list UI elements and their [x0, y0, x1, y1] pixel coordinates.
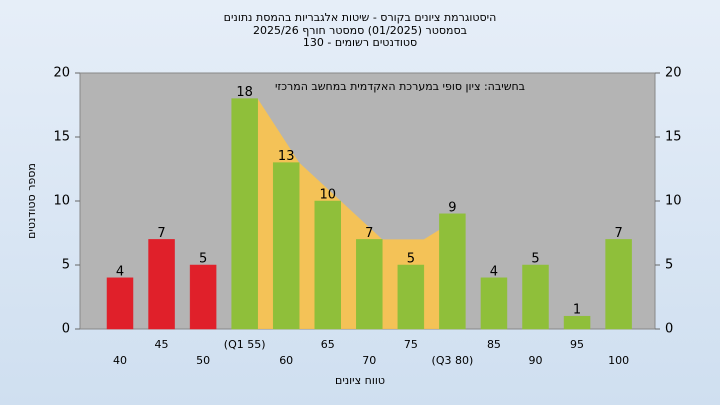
y-tick-label: 0 — [62, 322, 70, 337]
x-tick-label: 65 — [321, 338, 335, 351]
x-tick-label: 70 — [362, 354, 376, 367]
y-tick-label: 5 — [62, 258, 70, 273]
bar — [480, 277, 508, 330]
y-axis-label: מספר סטודנטים — [25, 163, 38, 239]
x-tick-label: 85 — [487, 338, 501, 351]
bar — [314, 200, 341, 330]
x-tick-label: 100 — [608, 354, 629, 367]
data-label: 13 — [278, 149, 295, 164]
bar — [189, 264, 217, 330]
y-tick-label: 10 — [53, 194, 70, 209]
data-label: 18 — [236, 85, 253, 100]
x-axis-label: טווח ציונים — [335, 374, 385, 387]
x-tick-label: 60 — [279, 354, 293, 367]
bar — [563, 315, 591, 330]
bar — [272, 162, 300, 330]
data-label: 1 — [573, 303, 581, 318]
bar — [605, 239, 632, 330]
chart-subtitle: סטודנטים רשומים - 130 — [303, 36, 417, 49]
bar — [148, 239, 175, 330]
x-tick-label: (Q1 55) — [224, 338, 266, 351]
x-tick-label: 75 — [404, 338, 418, 351]
x-tick-label: 90 — [529, 354, 543, 367]
x-tick-label: (Q3 80) — [432, 354, 474, 367]
x-tick-label: 50 — [196, 354, 210, 367]
bar — [439, 213, 466, 330]
x-tick-label: 45 — [155, 338, 169, 351]
data-label: 7 — [614, 226, 622, 241]
bar — [106, 277, 134, 330]
data-label: 5 — [407, 252, 415, 267]
bar — [356, 239, 383, 330]
x-tick-label: 95 — [570, 338, 584, 351]
annotation: בחשיבה: ציון סופי במערכת האקדמית במחשב ה… — [275, 80, 525, 93]
y-tick-label: 20 — [53, 66, 70, 81]
data-label: 5 — [199, 252, 207, 267]
y2-tick-label: 0 — [665, 322, 673, 337]
y2-tick-label: 20 — [665, 66, 682, 81]
bar — [397, 264, 425, 330]
y2-tick-label: 5 — [665, 258, 673, 273]
y2-tick-label: 15 — [665, 130, 682, 145]
data-label: 4 — [490, 264, 498, 279]
data-label: 4 — [116, 264, 124, 279]
x-tick-label: 40 — [113, 354, 127, 367]
bar — [522, 264, 549, 330]
data-label: 5 — [531, 252, 539, 267]
data-label: 7 — [157, 226, 165, 241]
y-tick-label: 15 — [53, 130, 70, 145]
data-label: 10 — [319, 188, 336, 203]
chart-subtitle: בסמסטר (01/2025) סמסטר חורף 2025/26 — [253, 24, 467, 37]
y2-tick-label: 10 — [665, 194, 682, 209]
data-label: 9 — [448, 200, 456, 215]
chart-title: היסטוגרמת ציונים בקורס - שיטות אלגבריות … — [224, 11, 497, 24]
data-label: 7 — [365, 226, 373, 241]
bar — [231, 98, 258, 330]
